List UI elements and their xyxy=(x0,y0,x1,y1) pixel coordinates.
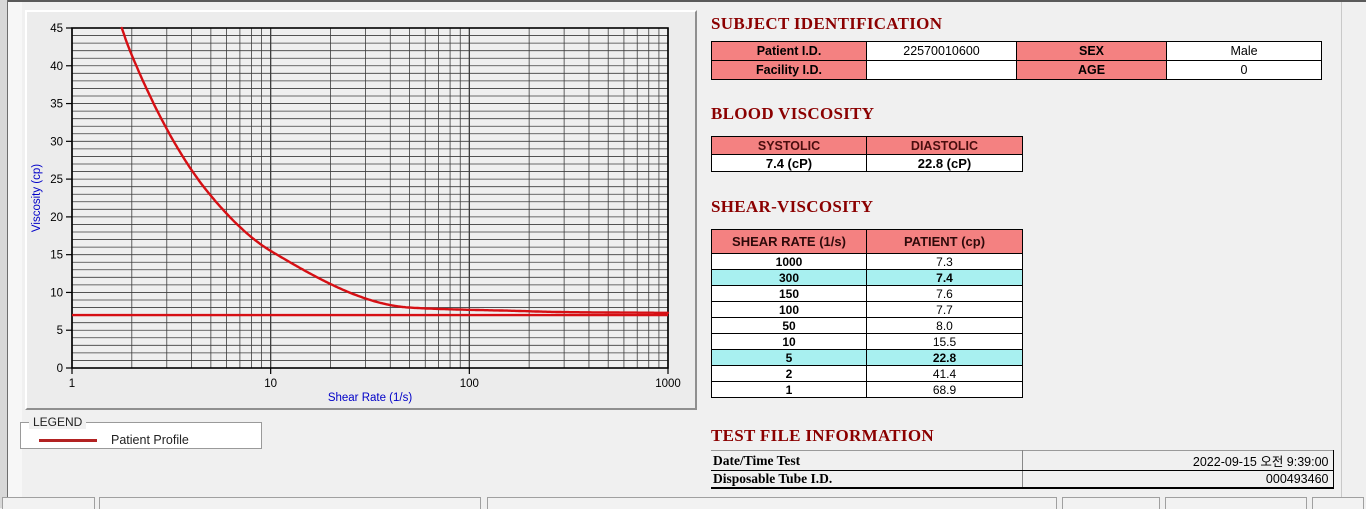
svg-text:0: 0 xyxy=(57,363,63,375)
shear-rate-cell: 10 xyxy=(711,333,867,350)
svg-text:1: 1 xyxy=(69,378,75,390)
sex-label: SEX xyxy=(1016,41,1167,61)
patient-id-value: 22570010600 xyxy=(866,41,1017,61)
shear-viscosity-row: 100 7.7 xyxy=(711,301,1023,318)
bottom-panel-segment xyxy=(2,497,95,509)
blood-viscosity-table: SYSTOLIC DIASTOLIC 7.4 (cP) 22.8 (cP) xyxy=(711,136,1023,172)
table-row: Date/Time Test 2022-09-15 오전 9:39:00 xyxy=(711,450,1334,471)
patient-column-header: PATIENT (cp) xyxy=(866,229,1023,254)
legend-box: LEGEND Patient Profile xyxy=(20,415,262,449)
test-file-information-table: Date/Time Test 2022-09-15 오전 9:39:00 Dis… xyxy=(711,450,1334,489)
facility-id-label: Facility I.D. xyxy=(711,60,867,80)
legend-title: LEGEND xyxy=(29,415,87,429)
svg-text:10: 10 xyxy=(264,378,277,390)
svg-text:20: 20 xyxy=(50,212,63,224)
shear-rate-cell: 50 xyxy=(711,317,867,334)
svg-text:25: 25 xyxy=(50,174,63,186)
window-left-frame-highlight xyxy=(8,2,22,508)
blood-viscosity-heading: BLOOD VISCOSITY xyxy=(711,104,875,123)
window-left-frame xyxy=(0,0,8,508)
systolic-value: 7.4 (cP) xyxy=(711,154,867,172)
patient-viscosity-cell: 7.3 xyxy=(866,253,1023,270)
svg-text:10: 10 xyxy=(50,287,63,299)
shear-viscosity-row: 1 68.9 xyxy=(711,381,1023,398)
patient-viscosity-cell: 15.5 xyxy=(866,333,1023,350)
bottom-panel-segment xyxy=(1312,497,1364,509)
shear-viscosity-table: SHEAR RATE (1/s) PATIENT (cp) 1000 7.3 300… xyxy=(711,229,1023,398)
patient-id-label: Patient I.D. xyxy=(711,41,867,61)
disposable-tube-id-label: Disposable Tube I.D. xyxy=(711,470,1023,489)
sex-value: Male xyxy=(1166,41,1322,61)
shear-rate-cell: 5 xyxy=(711,349,867,366)
window-right-divider xyxy=(1341,2,1342,508)
shear-viscosity-row: 5 22.8 xyxy=(711,349,1023,366)
patient-viscosity-cell: 7.6 xyxy=(866,285,1023,302)
window-top-edge xyxy=(0,0,1366,2)
shear-viscosity-row: 1000 7.3 xyxy=(711,253,1023,270)
patient-profile-line-sample xyxy=(39,438,97,442)
svg-text:5: 5 xyxy=(57,325,63,337)
shear-viscosity-row: 2 41.4 xyxy=(711,365,1023,382)
svg-text:40: 40 xyxy=(50,61,63,73)
svg-text:1000: 1000 xyxy=(655,378,681,390)
shear-rate-cell: 2 xyxy=(711,365,867,382)
systolic-header: SYSTOLIC xyxy=(711,136,867,155)
bottom-panel-segment xyxy=(1165,497,1307,509)
viscosity-chart: 0 5 10 15 20 25 30 35 40 45 1 10 100 1000 Shear Rate (… xyxy=(31,23,681,404)
shear-viscosity-row: 150 7.6 xyxy=(711,285,1023,302)
patient-viscosity-cell: 7.7 xyxy=(866,301,1023,318)
table-row: Facility I.D. AGE 0 xyxy=(711,60,1322,80)
patient-viscosity-cell: 8.0 xyxy=(866,317,1023,334)
patient-viscosity-cell: 7.4 xyxy=(866,269,1023,286)
legend-entry: Patient Profile xyxy=(27,432,255,448)
shear-rate-cell: 150 xyxy=(711,285,867,302)
svg-text:Viscosity (cp): Viscosity (cp) xyxy=(31,164,43,232)
date-time-test-label: Date/Time Test xyxy=(711,450,1023,471)
svg-text:Shear Rate (1/s): Shear Rate (1/s) xyxy=(328,392,413,404)
shear-rate-column-header: SHEAR RATE (1/s) xyxy=(711,229,867,254)
disposable-tube-id-value: 000493460 xyxy=(1022,470,1334,489)
table-row: Patient I.D. 22570010600 SEX Male xyxy=(711,41,1322,61)
diastolic-header: DIASTOLIC xyxy=(866,136,1023,155)
subject-identification-table: Patient I.D. 22570010600 SEX Male Facili… xyxy=(711,41,1322,80)
table-header-row: SHEAR RATE (1/s) PATIENT (cp) xyxy=(711,229,1023,254)
table-header-row: SYSTOLIC DIASTOLIC xyxy=(711,136,1023,155)
legend-entry-label: Patient Profile xyxy=(111,433,189,447)
shear-viscosity-heading: SHEAR-VISCOSITY xyxy=(711,197,874,216)
svg-text:35: 35 xyxy=(50,99,63,111)
date-time-test-value: 2022-09-15 오전 9:39:00 xyxy=(1022,450,1334,471)
age-value: 0 xyxy=(1166,60,1322,80)
facility-id-value xyxy=(866,60,1017,80)
svg-text:15: 15 xyxy=(50,250,63,262)
patient-viscosity-cell: 68.9 xyxy=(866,381,1023,398)
table-row: 7.4 (cP) 22.8 (cP) xyxy=(711,154,1023,172)
shear-viscosity-row: 50 8.0 xyxy=(711,317,1023,334)
shear-rate-cell: 1000 xyxy=(711,253,867,270)
diastolic-value: 22.8 (cP) xyxy=(866,154,1023,172)
bottom-panel-segment xyxy=(99,497,481,509)
subject-identification-heading: SUBJECT IDENTIFICATION xyxy=(711,14,943,33)
shear-rate-cell: 300 xyxy=(711,269,867,286)
age-label: AGE xyxy=(1016,60,1167,80)
svg-text:100: 100 xyxy=(460,378,479,390)
shear-rate-cell: 1 xyxy=(711,381,867,398)
svg-text:30: 30 xyxy=(50,136,63,148)
bottom-panel-segment xyxy=(487,497,1057,509)
patient-viscosity-cell: 41.4 xyxy=(866,365,1023,382)
shear-viscosity-tbody: 1000 7.3 300 7.4 150 7.6 100 7.7 50 8.0 10 15.5 5 22.… xyxy=(711,253,1023,398)
shear-viscosity-row: 300 7.4 xyxy=(711,269,1023,286)
shear-viscosity-row: 10 15.5 xyxy=(711,333,1023,350)
bottom-panel-segment xyxy=(1062,497,1160,509)
svg-text:45: 45 xyxy=(50,23,63,35)
viscosity-chart-panel: 0 5 10 15 20 25 30 35 40 45 1 10 100 1000 Shear Rate (… xyxy=(25,10,697,410)
table-row: Disposable Tube I.D. 000493460 xyxy=(711,470,1334,489)
test-file-information-heading: TEST FILE INFORMATION xyxy=(711,426,934,445)
patient-viscosity-cell: 22.8 xyxy=(866,349,1023,366)
shear-rate-cell: 100 xyxy=(711,301,867,318)
